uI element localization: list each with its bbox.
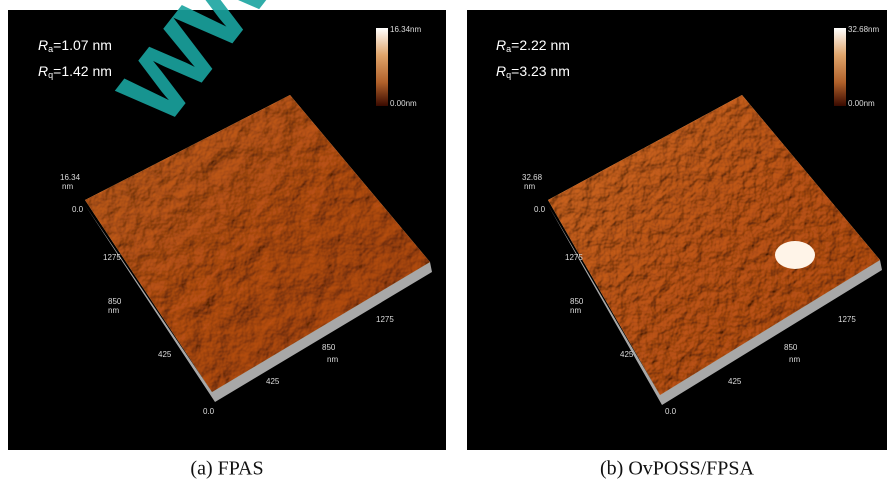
z-unit: nm xyxy=(62,182,73,191)
colorbar-max: 32.68nm xyxy=(848,25,879,34)
roughness-value: =3.23 nm xyxy=(511,63,570,79)
y-tick-label: 425 xyxy=(620,350,634,359)
x-tick-label: 1275 xyxy=(376,315,394,324)
colorbar-max: 16.34nm xyxy=(390,25,421,34)
roughness-symbol: R xyxy=(38,63,48,79)
colorbar-min: 0.00nm xyxy=(390,99,417,108)
y-tick-label: 1275 xyxy=(565,253,583,262)
z-max: 32.68 xyxy=(522,173,543,182)
figure: (a) FPASRa=1.07 nmRq=1.42 nm16.34nm0.00n… xyxy=(0,0,893,483)
z-min: 0.0 xyxy=(72,205,84,214)
caption: (b) OvPOSS/FPSA xyxy=(600,458,755,480)
x-origin: 0.0 xyxy=(665,407,677,416)
peak xyxy=(775,241,815,269)
colorbar xyxy=(834,28,846,106)
y-tick-label: 425 xyxy=(158,350,172,359)
roughness-symbol: R xyxy=(496,63,506,79)
caption: (a) FPAS xyxy=(190,458,263,480)
colorbar xyxy=(376,28,388,106)
roughness-symbol: R xyxy=(38,37,48,53)
roughness-value: =2.22 nm xyxy=(511,37,570,53)
y-unit: nm xyxy=(570,306,581,315)
x-unit: nm xyxy=(327,355,338,364)
z-max: 16.34 xyxy=(60,173,81,182)
y-tick-label: 1275 xyxy=(103,253,121,262)
y-tick-label: 850 xyxy=(570,297,584,306)
x-unit: nm xyxy=(789,355,800,364)
y-tick-label: 850 xyxy=(108,297,122,306)
x-tick-label: 425 xyxy=(728,377,742,386)
x-tick-label: 425 xyxy=(266,377,280,386)
colorbar-min: 0.00nm xyxy=(848,99,875,108)
x-tick-label: 850 xyxy=(784,343,798,352)
x-origin: 0.0 xyxy=(203,407,215,416)
x-tick-label: 1275 xyxy=(838,315,856,324)
z-unit: nm xyxy=(524,182,535,191)
y-unit: nm xyxy=(108,306,119,315)
z-min: 0.0 xyxy=(534,205,546,214)
roughness-symbol: R xyxy=(496,37,506,53)
x-tick-label: 850 xyxy=(322,343,336,352)
